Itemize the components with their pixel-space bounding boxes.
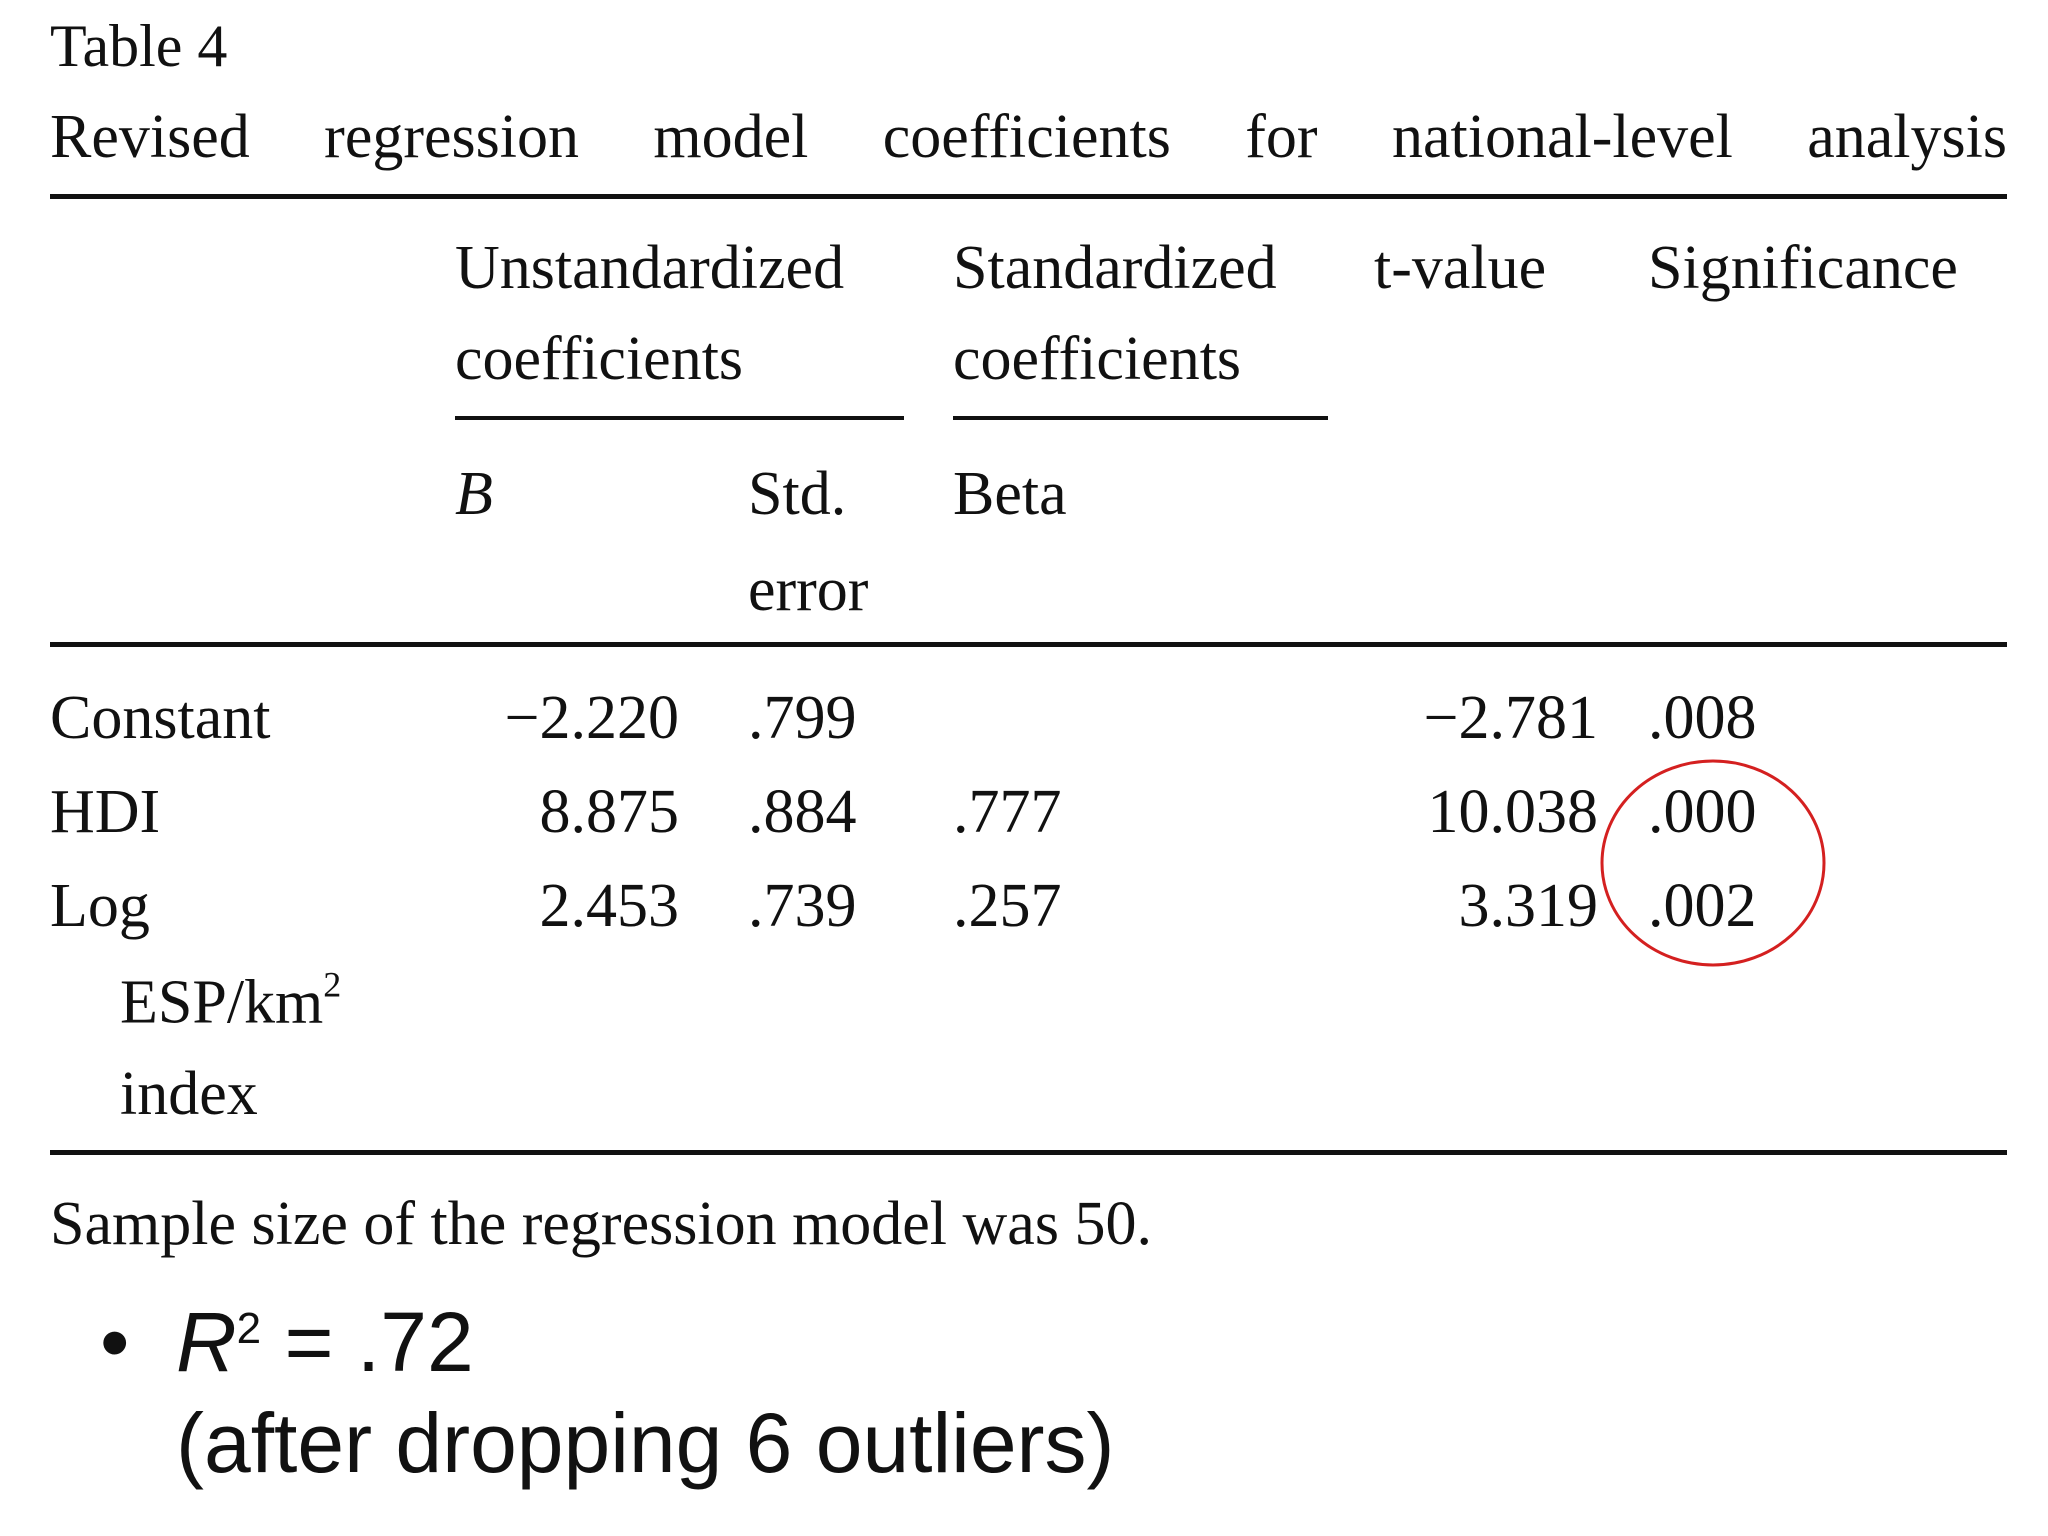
row-label: HDI — [50, 778, 161, 846]
header: coefficients — [455, 325, 744, 393]
cell: .002 — [1648, 872, 1757, 940]
symbol: R — [176, 1295, 237, 1389]
subheader: Std. — [748, 460, 847, 528]
bullet-detail: (after dropping 6 outliers) — [176, 1396, 1115, 1490]
cell: .008 — [1648, 684, 1757, 752]
row-label: Constant — [50, 684, 271, 752]
cell: 2.453 — [539, 872, 680, 940]
row-label: Log — [50, 872, 150, 940]
cell: .799 — [748, 684, 857, 752]
cell: 3.319 — [1458, 872, 1599, 940]
cell: .739 — [748, 872, 857, 940]
rule — [455, 416, 904, 420]
table-title: Revised regression model coefficients fo… — [50, 103, 2007, 171]
header: Unstandardized — [455, 234, 845, 302]
value: = .72 — [284, 1295, 474, 1389]
rule — [953, 416, 1328, 420]
cell: −2.781 — [1423, 684, 1598, 752]
subheader: B — [455, 460, 493, 528]
rule — [50, 194, 2007, 199]
header: t-value — [1374, 234, 1547, 302]
header: coefficients — [953, 325, 1242, 393]
bullet-text: R2 = .72 — [176, 1300, 474, 1384]
cell: −2.220 — [504, 684, 679, 752]
row-label: ESP/km2 — [120, 964, 342, 1037]
cell: .777 — [953, 778, 1062, 846]
cell: .000 — [1648, 778, 1757, 846]
superscript: 2 — [323, 964, 342, 1005]
cell: .884 — [748, 778, 857, 846]
bullet-dot: • — [100, 1295, 130, 1389]
row-label: index — [120, 1060, 258, 1128]
table-label: Table 4 — [50, 13, 228, 79]
cell: 8.875 — [539, 778, 680, 846]
header: Standardized — [953, 234, 1277, 302]
header: Significance — [1648, 234, 1958, 302]
rule — [50, 642, 2007, 647]
subheader: error — [748, 556, 869, 624]
exponent: 2 — [236, 1304, 262, 1353]
subheader: Beta — [953, 460, 1067, 528]
cell: .257 — [953, 872, 1062, 940]
table-note: Sample size of the regression model was … — [50, 1190, 1152, 1258]
rule — [50, 1150, 2007, 1155]
cell: 10.038 — [1427, 778, 1599, 846]
